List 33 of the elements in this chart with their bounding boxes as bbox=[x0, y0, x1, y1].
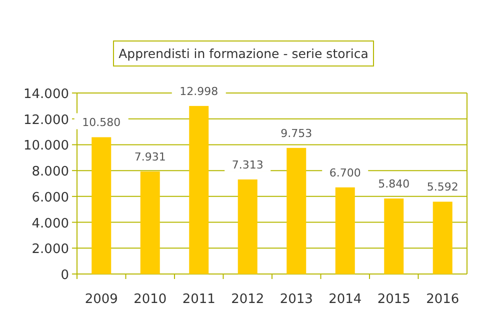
y-tick-label: 4.000 bbox=[32, 216, 69, 232]
bar bbox=[286, 148, 306, 274]
bar bbox=[92, 137, 112, 274]
data-label: 5.592 bbox=[426, 180, 458, 194]
data-label: 6.700 bbox=[329, 166, 361, 180]
x-tick-label: 2010 bbox=[134, 292, 167, 307]
x-tick-label: 2011 bbox=[182, 292, 216, 307]
x-tick-label: 2015 bbox=[377, 292, 410, 307]
x-tick-label: 2009 bbox=[84, 292, 118, 307]
y-tick-label: 10.000 bbox=[24, 138, 69, 154]
y-tick-label: 14.000 bbox=[24, 87, 69, 102]
bar bbox=[189, 106, 209, 274]
y-tick-label: 8.000 bbox=[32, 164, 69, 180]
x-tick-label: 2012 bbox=[231, 292, 264, 307]
bar bbox=[140, 171, 160, 274]
x-tick-label: 2013 bbox=[280, 292, 313, 307]
data-label: 12.998 bbox=[180, 84, 218, 98]
data-label: 10.580 bbox=[82, 116, 121, 130]
bar bbox=[335, 187, 355, 274]
bar bbox=[432, 202, 452, 274]
data-label: 9.753 bbox=[280, 126, 312, 140]
data-label: 7.931 bbox=[134, 150, 166, 164]
y-tick-label: 6.000 bbox=[32, 190, 69, 206]
y-tick-label: 0 bbox=[60, 268, 69, 283]
y-tick-label: 2.000 bbox=[32, 242, 69, 258]
data-label: 5.840 bbox=[378, 177, 410, 190]
bar bbox=[384, 198, 404, 274]
chart-title: Apprendisti in formazione - serie storica bbox=[118, 46, 368, 61]
x-tick-label: 2014 bbox=[328, 292, 362, 307]
bar bbox=[238, 179, 258, 274]
x-tick-label: 2016 bbox=[426, 292, 460, 307]
data-label: 7.313 bbox=[232, 158, 264, 172]
y-tick-label: 12.000 bbox=[24, 112, 69, 128]
